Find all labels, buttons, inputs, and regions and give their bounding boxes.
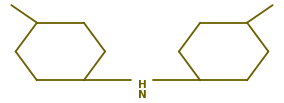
Text: H
N: H N	[138, 80, 146, 100]
